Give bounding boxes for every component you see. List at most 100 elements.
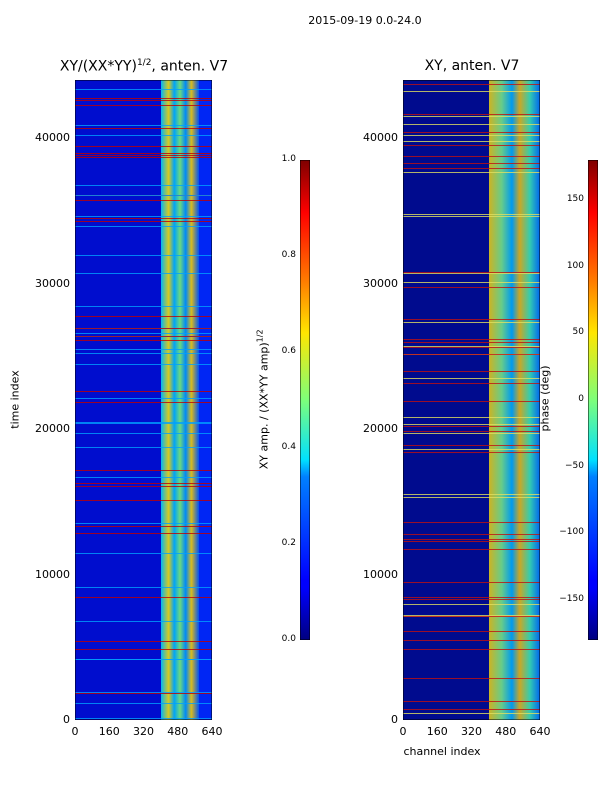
heatmap-row-stripe	[75, 477, 212, 478]
left-colorbar-tick-label: 0.8	[281, 250, 296, 260]
heatmap-row-stripe	[75, 470, 212, 471]
heatmap-row-stripe	[75, 146, 212, 147]
right-colorbar-tick-label: 0	[578, 394, 584, 404]
right-colorbar-tick-label: −100	[559, 527, 584, 538]
left-plot-title: XY/(XX*YY)1/2, anten. V7	[40, 58, 248, 75]
heatmap-row-stripe	[403, 168, 540, 169]
heatmap-row-stripe	[403, 145, 540, 146]
heatmap-row-stripe	[403, 371, 540, 372]
heatmap-row-stripe	[403, 346, 540, 347]
heatmap-row-stripe	[75, 135, 212, 136]
heatmap-row-stripe	[403, 582, 540, 583]
heatmap-row-stripe	[75, 349, 212, 350]
heatmap-row-stripe	[75, 155, 212, 156]
heatmap-row-stripe	[75, 500, 212, 501]
heatmap-row-stripe	[75, 703, 212, 704]
right-y-tick-label: 0	[391, 713, 398, 726]
heatmap-row-stripe	[75, 692, 212, 693]
heatmap-row-stripe	[403, 141, 540, 142]
heatmap-row-stripe	[75, 364, 212, 365]
heatmap-row-stripe	[75, 340, 212, 341]
heatmap-row-stripe	[75, 216, 212, 217]
heatmap-row-stripe	[75, 157, 212, 158]
heatmap-row-stripe	[75, 153, 212, 154]
heatmap-row-stripe	[75, 125, 212, 126]
heatmap-row-stripe	[403, 319, 540, 320]
heatmap-row-stripe	[403, 282, 540, 283]
left-colorbar-tick-label: 1.0	[281, 154, 296, 164]
heatmap-row-stripe	[75, 423, 212, 424]
heatmap-row-stripe	[403, 417, 540, 418]
heatmap-row-stripe	[403, 701, 540, 702]
left-x-tick-label: 640	[201, 725, 223, 738]
heatmap-row-stripe	[75, 105, 212, 106]
heatmap-row-stripe	[403, 494, 540, 495]
heatmap-row-stripe	[403, 401, 540, 402]
left-heatmap-stripes	[75, 89, 212, 719]
heatmap-row-stripe	[403, 322, 540, 323]
heatmap-row-stripe	[403, 172, 540, 173]
heatmap-row-stripe	[75, 353, 212, 354]
heatmap-row-stripe	[403, 124, 540, 125]
heatmap-row-stripe	[75, 98, 212, 99]
right-colorbar-tick-label: −150	[559, 594, 584, 604]
heatmap-row-stripe	[403, 214, 540, 215]
heatmap-row-stripe	[403, 91, 540, 92]
right-colorbar-tick-label: −50	[565, 460, 584, 471]
right-x-tick-label: 0	[399, 725, 407, 738]
heatmap-row-stripe	[403, 539, 540, 540]
heatmap-row-stripe	[75, 195, 212, 196]
left-colorbar-label-text: XY amp. / (XX*YY amp)	[257, 342, 271, 470]
right-colorbar	[588, 160, 598, 640]
heatmap-row-stripe	[403, 615, 540, 616]
heatmap-row-stripe	[75, 587, 212, 588]
heatmap-row-stripe	[75, 447, 212, 448]
heatmap-row-stripe	[75, 185, 212, 186]
heatmap-row-stripe	[75, 483, 212, 484]
heatmap-row-stripe	[75, 218, 212, 219]
left-y-axis-label: time index	[8, 370, 22, 429]
right-plot-title: XY, anten. V7	[424, 58, 520, 74]
heatmap-row-stripe	[403, 541, 540, 542]
heatmap-row-stripe	[403, 273, 540, 274]
heatmap-row-stripe	[75, 402, 212, 403]
left-heatmap	[75, 80, 212, 720]
heatmap-row-stripe	[75, 659, 212, 660]
heatmap-row-stripe	[403, 156, 540, 157]
heatmap-row-stripe	[403, 342, 540, 343]
heatmap-row-stripe	[403, 114, 540, 115]
heatmap-row-stripe	[403, 287, 540, 288]
left-heatmap-body	[75, 80, 212, 720]
right-colorbar-tick-label: 100	[566, 260, 584, 271]
heatmap-row-stripe	[75, 621, 212, 622]
heatmap-row-stripe	[75, 597, 212, 598]
figure-suptitle: 2015-09-19 0.0-24.0	[308, 14, 422, 27]
heatmap-row-stripe	[403, 84, 540, 85]
heatmap-row-stripe	[75, 486, 212, 487]
heatmap-row-stripe	[403, 216, 540, 217]
heatmap-row-stripe	[403, 631, 540, 632]
right-y-tick-label: 40000	[363, 131, 398, 145]
heatmap-row-stripe	[75, 333, 212, 334]
heatmap-row-stripe	[75, 226, 212, 227]
heatmap-row-stripe	[403, 383, 540, 384]
heatmap-row-stripe	[75, 641, 212, 642]
left-y-tick-label: 40000	[35, 131, 70, 145]
left-x-tick-label: 480	[167, 725, 189, 738]
heatmap-row-stripe	[403, 426, 540, 427]
heatmap-row-stripe	[75, 255, 212, 256]
left-y-tick-label: 30000	[35, 276, 70, 290]
right-colorbar-tick-label: 150	[566, 194, 584, 204]
heatmap-row-stripe	[403, 616, 540, 617]
heatmap-row-stripe	[403, 347, 540, 348]
heatmap-row-stripe	[75, 398, 212, 399]
heatmap-row-stripe	[403, 713, 540, 714]
heatmap-row-stripe	[75, 200, 212, 201]
heatmap-row-stripe	[403, 534, 540, 535]
heatmap-row-stripe	[403, 522, 540, 523]
heatmap-row-stripe	[75, 336, 212, 337]
heatmap-row-stripe	[75, 128, 212, 129]
right-y-tick-label: 30000	[363, 276, 398, 290]
right-x-axis-label: channel index	[403, 745, 481, 758]
heatmap-row-stripe	[75, 89, 212, 90]
